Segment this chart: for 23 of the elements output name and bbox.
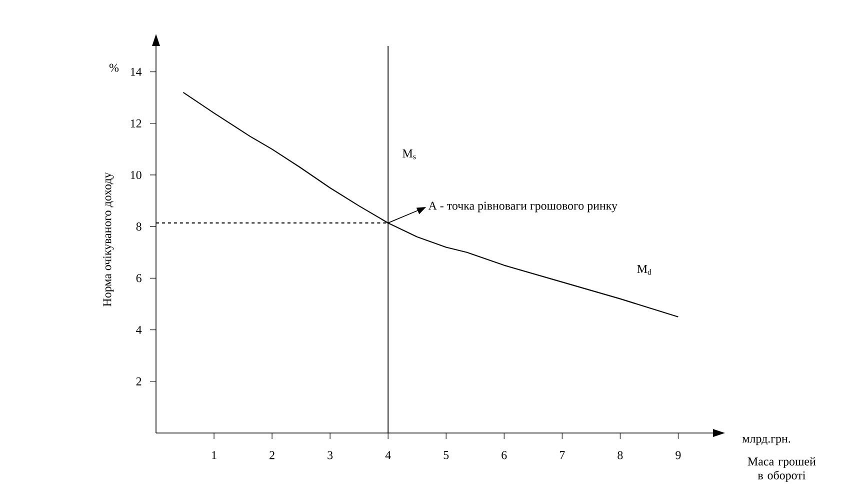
x-tick-label: 9 — [676, 451, 681, 460]
x-tick-label: 4 — [385, 451, 391, 460]
y-tick-label: 12 — [130, 119, 142, 128]
y-tick-label: 2 — [136, 377, 142, 386]
y-tick-label: 14 — [130, 68, 142, 76]
x-tick-label: 2 — [270, 451, 274, 460]
x-tick-label: 8 — [618, 451, 623, 460]
y-tick-label: 10 — [130, 170, 142, 180]
text: % — [109, 64, 119, 72]
text: M$_{d}$ — [637, 265, 652, 275]
y-tick-label: 8 — [136, 222, 142, 231]
x-tick-label: 3 — [328, 451, 333, 460]
x-tick-label: 6 — [502, 451, 507, 460]
x-axis-title: Маса грошей в обороті — [748, 457, 816, 482]
text: млрд.грн. — [742, 436, 790, 446]
ref-line-label: M$_{s}$ — [402, 149, 416, 160]
annotation: A - точка рівноваги грошового ринку — [428, 202, 618, 212]
x-tick-label: 7 — [560, 451, 565, 459]
y-tick-label: 4 — [136, 326, 142, 334]
x-tick-label: 1 — [212, 451, 216, 460]
y-axis-title: Норма очікуваного доходу — [103, 172, 114, 306]
x-tick-label: 5 — [444, 451, 449, 460]
y-tick-label: 6 — [136, 274, 142, 282]
